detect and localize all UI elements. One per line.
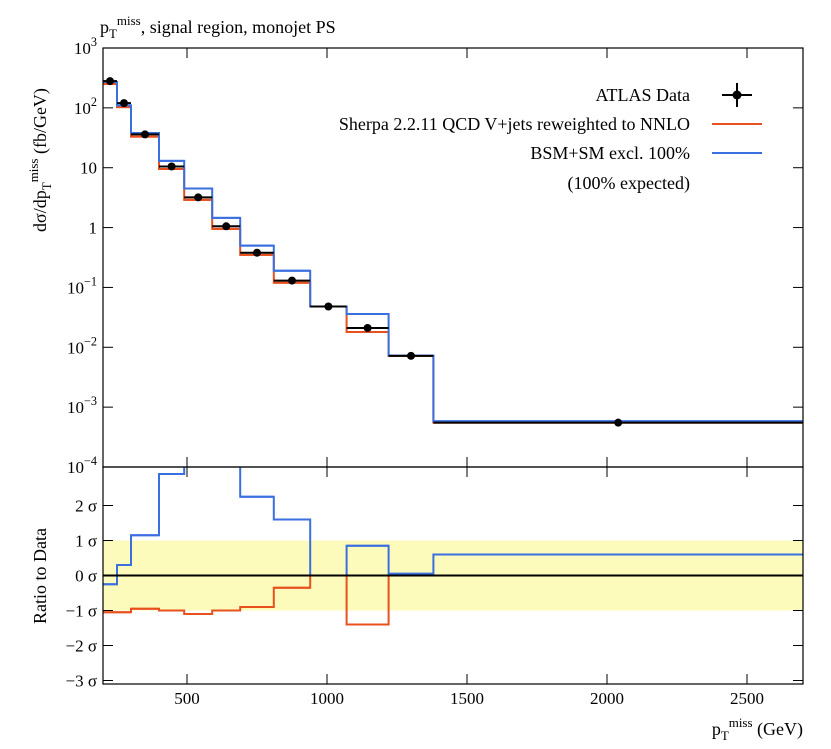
data-point (614, 418, 623, 427)
step-outline (103, 83, 803, 424)
data-point (363, 323, 372, 332)
plot-area (103, 77, 803, 427)
y-tick-label: 0 σ (75, 567, 97, 586)
data-point (222, 222, 231, 231)
y-tick-label: −2 σ (65, 637, 97, 656)
y-tick-label: 10 (80, 159, 97, 178)
y-tick-label: 10−1 (67, 274, 97, 297)
legend-label: Sherpa 2.2.11 QCD V+jets reweighted to N… (339, 114, 690, 134)
legend-label: ATLAS Data (596, 85, 690, 105)
legend-label: BSM+SM excl. 100% (530, 143, 690, 163)
step-outline (103, 81, 803, 423)
y-tick-label: −3 σ (65, 672, 97, 691)
x-tick-label: 500 (174, 689, 200, 708)
y-axis-label: dσ/dpTmiss (fb/GeV) (26, 88, 54, 232)
y-tick-label: 103 (74, 35, 97, 58)
y-tick-label: 10−3 (67, 394, 97, 417)
y-tick-label: 10−4 (67, 454, 97, 477)
ratio-axis-label: Ratio to Data (30, 528, 50, 624)
x-tick-label: 1000 (310, 689, 344, 708)
data-point (324, 302, 333, 311)
x-axis-label: pTmiss (GeV) (712, 715, 803, 743)
x-tick-label: 2000 (590, 689, 624, 708)
data-point (141, 130, 149, 139)
y-tick-label: 2 σ (75, 497, 97, 516)
y-tick-label: −1 σ (65, 602, 97, 621)
data-point (167, 162, 176, 171)
data-point (120, 99, 128, 108)
y-tick-label: 1 (89, 219, 98, 238)
annotation: (100% expected) (568, 173, 690, 194)
x-tick-label: 2500 (730, 689, 764, 708)
plot-area (103, 467, 803, 626)
y-tick-label: 1 σ (75, 532, 97, 551)
chart-title: pTmiss, signal region, monojet PS (100, 13, 336, 41)
y-tick-label: 10−2 (67, 334, 97, 357)
legend-swatch (732, 90, 742, 100)
data-point (253, 248, 261, 257)
panel-frame (102, 47, 804, 468)
data-point (194, 193, 203, 202)
y-tick-label: 102 (74, 95, 97, 118)
data-point (288, 276, 296, 285)
data-point (407, 351, 415, 360)
data-point (106, 77, 114, 86)
x-tick-label: 1500 (450, 689, 484, 708)
